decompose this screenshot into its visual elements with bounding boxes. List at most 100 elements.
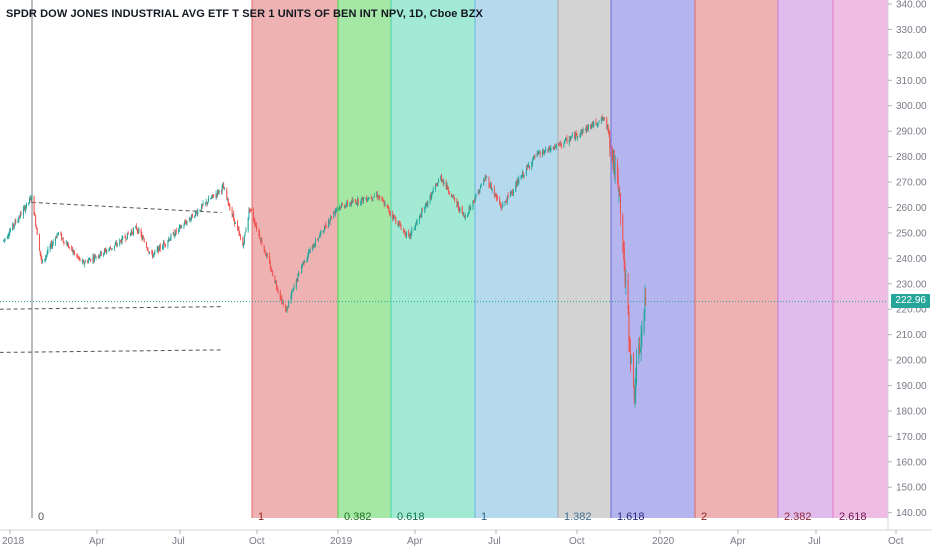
candle-body bbox=[518, 178, 520, 184]
candle-body bbox=[473, 200, 475, 202]
candle-body bbox=[555, 144, 557, 147]
candle-body bbox=[536, 152, 538, 157]
candle-body bbox=[129, 233, 131, 235]
candle-body bbox=[641, 330, 643, 337]
candle-body bbox=[116, 244, 118, 245]
candle-body bbox=[520, 175, 522, 180]
candle-body bbox=[184, 222, 186, 225]
candle-body bbox=[55, 237, 57, 243]
candle-body bbox=[559, 141, 561, 145]
candle-body bbox=[105, 250, 107, 252]
candle-body bbox=[204, 202, 206, 204]
candle-body bbox=[542, 151, 544, 155]
candle-body bbox=[185, 222, 187, 224]
candle-body bbox=[298, 272, 300, 275]
candle-body bbox=[590, 125, 592, 128]
candle-body bbox=[218, 190, 220, 193]
candle-body bbox=[120, 240, 122, 243]
candle-body bbox=[496, 196, 498, 199]
candle-body bbox=[418, 216, 420, 222]
candle-body bbox=[340, 204, 342, 208]
fib-zone-labels: 0 1 0.382 0.618 1 1.382 1.618 2 2.382 2.618 bbox=[38, 511, 867, 523]
candle-body bbox=[512, 191, 514, 194]
candle-body bbox=[402, 230, 404, 231]
candle-body bbox=[571, 134, 573, 137]
candle-body bbox=[517, 179, 519, 184]
candle-body bbox=[593, 121, 595, 127]
fib-zone-8 bbox=[778, 0, 833, 518]
candle-body bbox=[46, 253, 48, 255]
candle-body bbox=[373, 196, 375, 198]
candle-body bbox=[301, 265, 303, 274]
candle-body bbox=[181, 226, 183, 228]
candle-body bbox=[483, 180, 485, 186]
trendlines[interactable] bbox=[0, 201, 888, 353]
candle-body bbox=[552, 147, 554, 149]
candle-body bbox=[522, 172, 524, 176]
candle-body bbox=[595, 120, 597, 125]
candle-body bbox=[334, 210, 336, 214]
candle-body bbox=[425, 203, 427, 209]
candle-body bbox=[569, 138, 571, 141]
fib-zone-label: 0.382 bbox=[344, 511, 372, 523]
candle-body bbox=[90, 259, 92, 262]
candle-body bbox=[350, 203, 352, 205]
candle-body bbox=[168, 239, 170, 241]
candle-body bbox=[389, 210, 391, 214]
candle-body bbox=[158, 245, 160, 251]
candle-body bbox=[486, 177, 488, 178]
candle-body bbox=[434, 184, 436, 189]
candle-body bbox=[457, 204, 459, 205]
candle-body bbox=[18, 217, 20, 221]
candle-body bbox=[404, 230, 406, 235]
candle-body bbox=[25, 207, 27, 211]
candle-body bbox=[534, 155, 536, 157]
candle-body bbox=[532, 156, 534, 160]
candle-body bbox=[152, 254, 154, 258]
candle-body bbox=[319, 233, 321, 236]
candle-body bbox=[409, 233, 411, 237]
candle-body bbox=[635, 381, 637, 393]
candle-body bbox=[490, 184, 492, 190]
candle-body bbox=[277, 289, 279, 292]
candle-body bbox=[576, 134, 578, 137]
candle-body bbox=[408, 231, 410, 236]
candle-body bbox=[245, 230, 247, 232]
candle-body bbox=[483, 179, 485, 182]
candle-body bbox=[376, 194, 378, 196]
candle-body bbox=[394, 217, 396, 219]
candle-body bbox=[601, 117, 603, 120]
candle-body bbox=[92, 256, 94, 262]
time-tick-label: Apr bbox=[89, 536, 105, 547]
candle-body bbox=[592, 122, 594, 126]
candle-body bbox=[323, 231, 325, 233]
price-axis[interactable]: 340.00 330.00 320.00 310.00 300.00 290.00 280.… bbox=[887, 0, 932, 530]
candle-body bbox=[438, 180, 440, 183]
price-tick-label: 330.00 bbox=[896, 25, 927, 36]
time-tick-label: Jul bbox=[808, 536, 821, 547]
candle-body bbox=[274, 275, 276, 283]
candle-body bbox=[639, 349, 641, 353]
candle-body bbox=[243, 244, 245, 246]
candle-body bbox=[178, 228, 180, 232]
candle-body bbox=[350, 200, 352, 206]
candle-body bbox=[40, 253, 42, 257]
candle-body bbox=[217, 190, 219, 195]
candle-body bbox=[432, 189, 434, 193]
candle-body bbox=[632, 353, 634, 388]
candle-body bbox=[628, 311, 630, 342]
candle-body bbox=[280, 297, 282, 299]
candle-body bbox=[344, 206, 346, 208]
candle-body bbox=[174, 235, 176, 237]
time-tick-label: Oct bbox=[249, 536, 265, 547]
candle-body bbox=[151, 250, 153, 254]
candle-body bbox=[152, 253, 154, 258]
candle-body bbox=[12, 223, 14, 231]
candle-body bbox=[451, 194, 453, 198]
time-axis[interactable]: 2018 Apr Jul Oct 2019 Apr Jul Oct 2020 Apr Jul Oct bbox=[0, 529, 932, 550]
candle-body bbox=[194, 216, 196, 218]
fib-zone-label: 1.382 bbox=[564, 511, 592, 523]
candle-body bbox=[398, 222, 400, 226]
candle-body bbox=[163, 242, 165, 244]
